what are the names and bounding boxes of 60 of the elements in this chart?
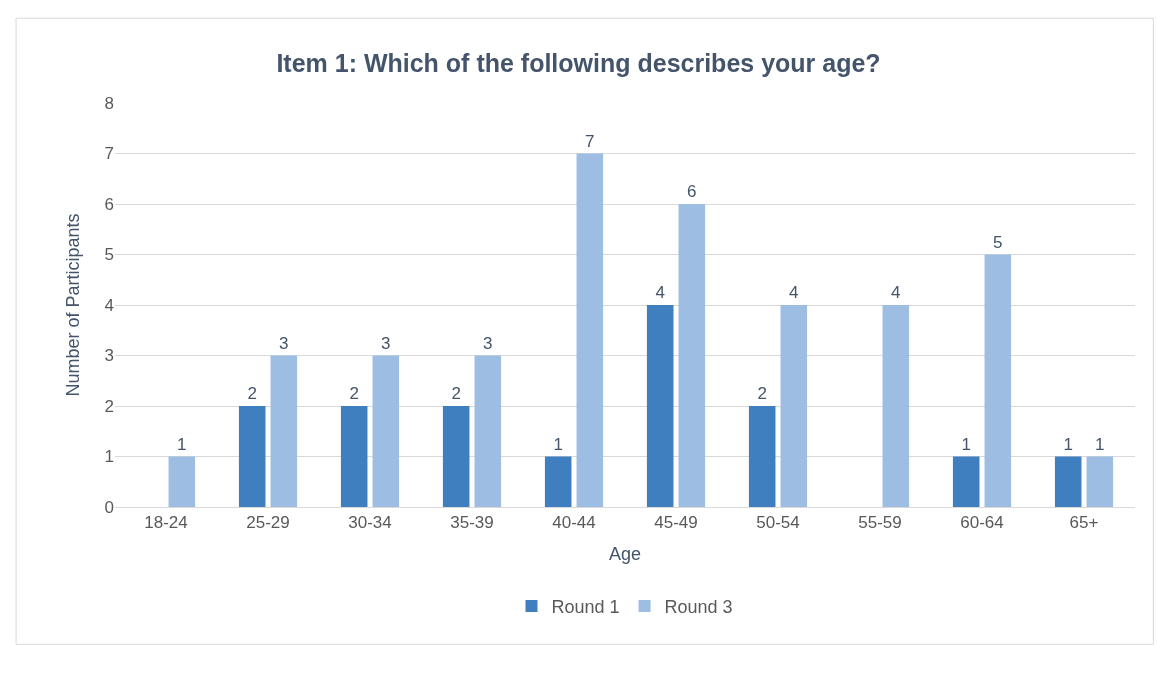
- bar: [270, 355, 298, 507]
- bar: [168, 456, 196, 507]
- y-axis-title: Number of Participants: [62, 213, 83, 397]
- data-label: 2: [247, 384, 257, 403]
- data-label: 6: [687, 182, 697, 201]
- data-label: 7: [585, 131, 595, 151]
- data-label: 4: [789, 283, 799, 302]
- bar: [678, 204, 706, 507]
- x-tick-label: 55-59: [858, 513, 902, 533]
- data-label: 3: [381, 333, 391, 353]
- x-tick-label: 45-49: [654, 513, 698, 533]
- y-tick-label: 5: [104, 245, 114, 265]
- x-tick-label: 30-34: [348, 513, 392, 533]
- data-label: 4: [891, 283, 901, 302]
- y-tick-label: 2: [104, 396, 114, 416]
- y-tick-label: 3: [104, 346, 114, 366]
- y-tick-label: 1: [104, 447, 114, 467]
- bar: [372, 355, 400, 507]
- data-label: 1: [177, 434, 187, 454]
- bar: [646, 305, 674, 507]
- bar: [984, 254, 1012, 507]
- data-label: 2: [451, 384, 461, 403]
- bar: [238, 406, 266, 507]
- bar: [952, 456, 980, 507]
- x-tick-label: 18-24: [144, 513, 188, 533]
- bar: [340, 406, 368, 507]
- y-tick-label: 6: [104, 194, 114, 214]
- x-tick-label: 25-29: [246, 513, 290, 533]
- data-label: 1: [961, 434, 971, 454]
- bar: [882, 305, 910, 507]
- data-label: 1: [1095, 434, 1105, 454]
- legend-label: Round 3: [664, 597, 733, 618]
- chart-title: Item 1: Which of the following describes your age?: [276, 48, 881, 77]
- bar: [1054, 456, 1082, 507]
- data-label: 4: [655, 283, 665, 302]
- bar: [442, 406, 470, 507]
- x-tick-label: 60-64: [960, 513, 1004, 533]
- x-tick-label: 40-44: [552, 513, 596, 533]
- x-tick-label: 35-39: [450, 513, 494, 533]
- data-label: 3: [483, 333, 493, 353]
- y-tick-label: 8: [104, 93, 114, 113]
- data-label: 1: [553, 434, 563, 454]
- x-tick-label: 50-54: [756, 513, 800, 533]
- y-tick-label: 7: [104, 144, 114, 164]
- legend-label: Round 1: [551, 597, 620, 618]
- bar: [748, 406, 776, 507]
- data-label: 1: [1063, 434, 1073, 454]
- x-axis-title: Age: [608, 543, 642, 564]
- x-tick-label: 65+: [1069, 513, 1099, 533]
- data-label: 2: [757, 384, 767, 403]
- bar: [1086, 456, 1114, 507]
- y-tick-label: 0: [104, 497, 114, 517]
- bar: [544, 456, 572, 507]
- data-label: 2: [349, 384, 359, 403]
- data-label: 5: [993, 232, 1003, 252]
- bar: [780, 305, 808, 507]
- bar: [576, 153, 604, 507]
- data-label: 3: [279, 333, 289, 353]
- y-tick-label: 4: [104, 295, 114, 315]
- bar: [474, 355, 502, 507]
